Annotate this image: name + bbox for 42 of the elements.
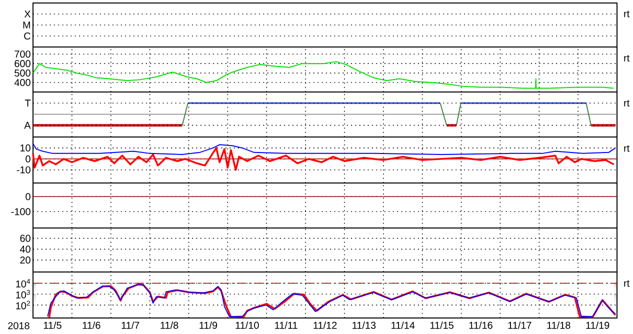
x-tick-label: 11/14 bbox=[392, 322, 415, 329]
y-tick-label: 10 bbox=[20, 144, 30, 152]
text: rt bbox=[624, 54, 630, 62]
x-tick-label: 11/7 bbox=[122, 322, 140, 329]
y-tick-label: 0 bbox=[26, 155, 30, 162]
y-tick-label: 500 bbox=[14, 70, 30, 77]
x-tick-label: 11/8 bbox=[160, 322, 178, 329]
x-tick-label: 11/19 bbox=[586, 322, 610, 329]
x-tick-label: 11/15 bbox=[430, 322, 454, 329]
x-tick-label: 11/17 bbox=[508, 322, 532, 329]
y-tick-label: -100 bbox=[11, 208, 30, 216]
x-tick-label: 11/13 bbox=[352, 322, 376, 329]
text: rt bbox=[624, 280, 630, 287]
y-tick-label: 600 bbox=[14, 60, 30, 68]
text: T bbox=[24, 100, 31, 107]
y-tick-label: 10$^{3}$ bbox=[16, 290, 30, 298]
text: rt bbox=[624, 10, 630, 18]
x-tick-label: 11/10 bbox=[236, 322, 259, 329]
y-tick-label: 40 bbox=[20, 246, 30, 253]
text: rt bbox=[624, 145, 630, 152]
text: X bbox=[24, 10, 31, 18]
y-tick-label: 700 bbox=[14, 50, 30, 58]
x-tick-label: 11/5 bbox=[44, 322, 62, 329]
y-tick-label: 10$^{2}$ bbox=[16, 300, 30, 310]
y-tick-label: 10$^{4}$ bbox=[16, 278, 30, 288]
text: A bbox=[24, 122, 31, 129]
y-tick-label: 20 bbox=[20, 256, 30, 264]
x-tick-label: 11/6 bbox=[82, 322, 100, 329]
y-tick-label: -10 bbox=[16, 166, 30, 174]
x-tick-label: 11/18 bbox=[547, 322, 570, 329]
x-tick-label: 11/16 bbox=[469, 322, 492, 329]
x-tick-label: 11/11 bbox=[275, 322, 298, 329]
x-tick-label: 11/12 bbox=[314, 322, 337, 329]
x-axis-title: 2018 bbox=[8, 322, 30, 330]
text: rt bbox=[624, 100, 630, 107]
x-tick-label: 11/9 bbox=[200, 322, 218, 329]
y-tick-label: 400 bbox=[14, 79, 30, 86]
text: M bbox=[23, 22, 30, 28]
y-tick-label: 60 bbox=[20, 234, 30, 242]
line-series bbox=[32, 147, 615, 171]
y-tick-label: 0 bbox=[26, 193, 30, 200]
text: C bbox=[24, 32, 30, 40]
